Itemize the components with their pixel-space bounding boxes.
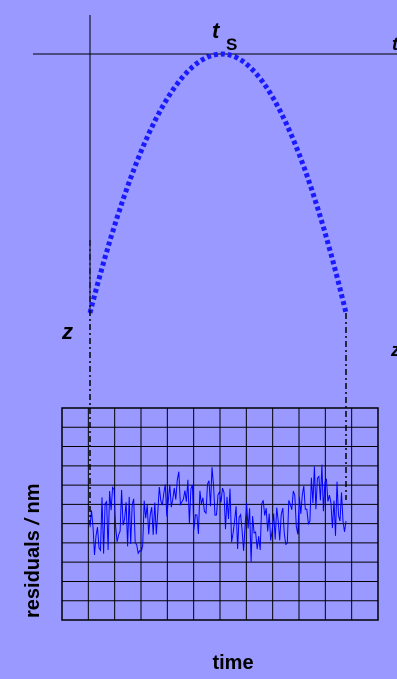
- start-height-label: z: [61, 319, 73, 344]
- trajectory-parabola: [87, 51, 349, 314]
- residuals-axis-word: residuals: [22, 530, 44, 618]
- apex-time-label: t: [212, 18, 221, 43]
- time-axis-label: time: [212, 652, 253, 674]
- residuals-axis-label: residuals / nm: [22, 483, 44, 618]
- residuals-unit: nm: [22, 483, 44, 513]
- right-cut-label: z: [390, 340, 397, 360]
- residuals-unit-slash: /: [22, 517, 44, 526]
- top-right-cut-label: t: [392, 34, 397, 54]
- residual-trace: [89, 464, 347, 562]
- apex-time-subscript: S: [226, 35, 237, 54]
- residual-plot-frame: [61, 407, 379, 621]
